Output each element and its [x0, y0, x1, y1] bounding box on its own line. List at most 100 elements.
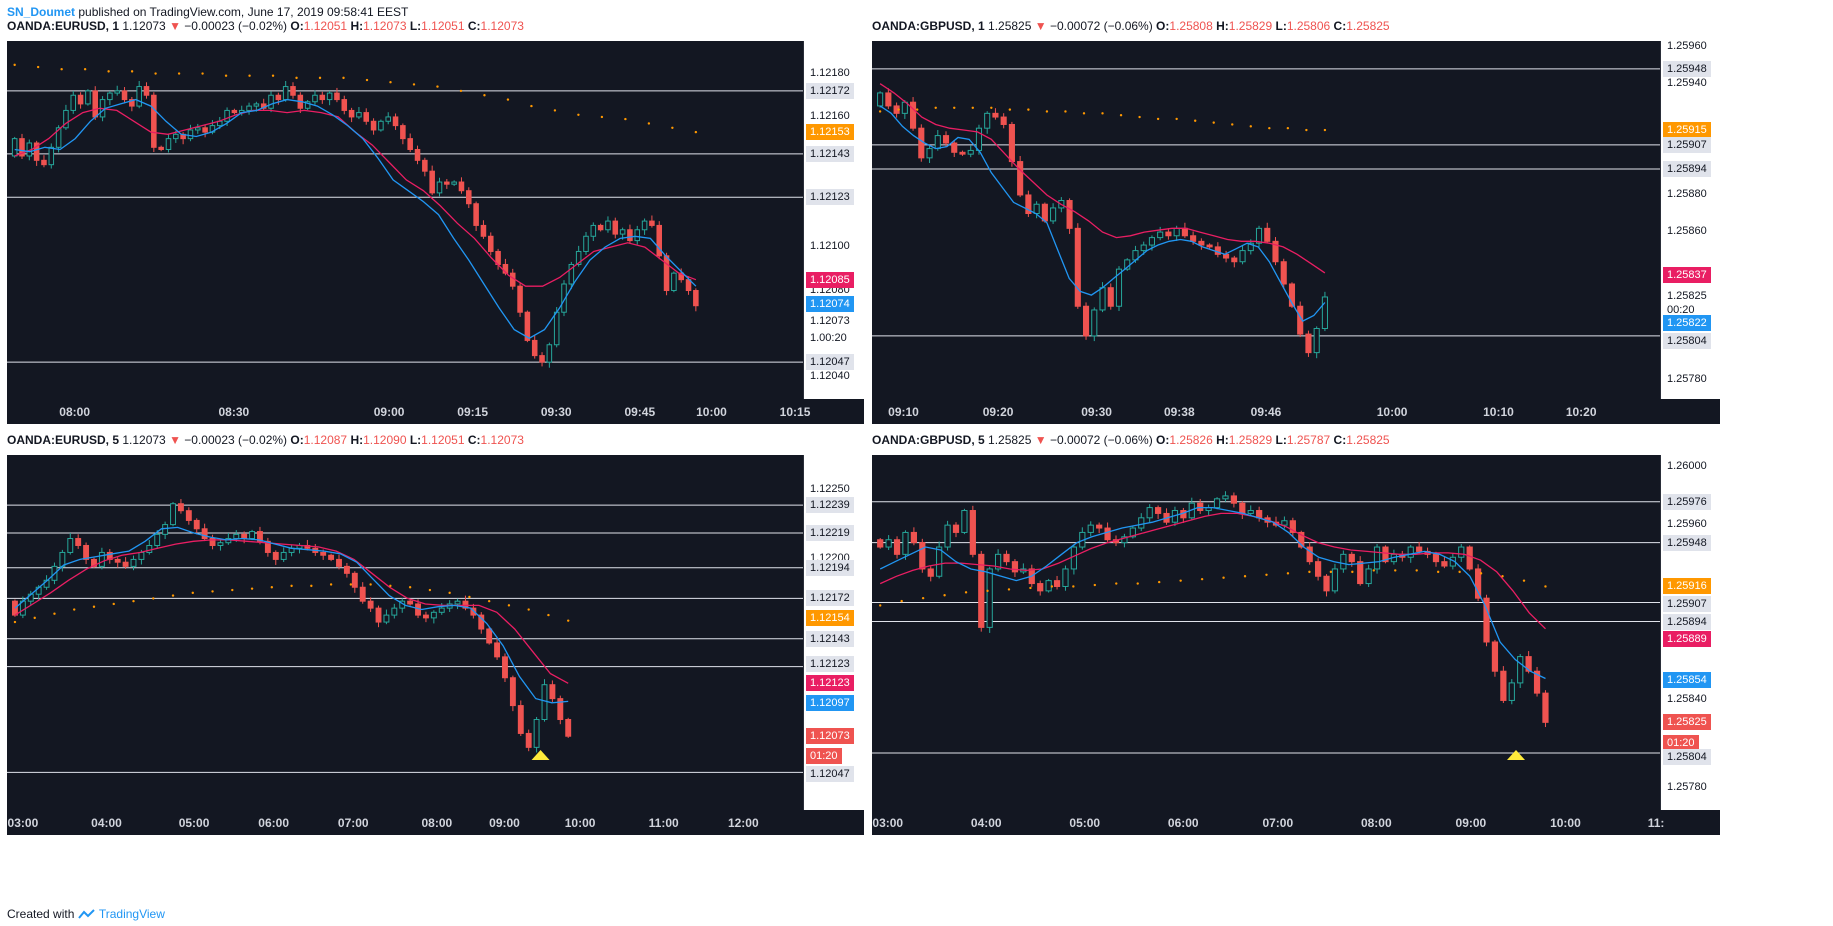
high-label: H: [1216, 433, 1229, 447]
time-tick-label: 07:00 [337, 816, 369, 830]
tradingview-brand-link[interactable]: TradingView [98, 907, 165, 921]
candle-body [1000, 116, 1007, 125]
candle-body [1066, 200, 1073, 229]
sma-dotted-line [953, 106, 956, 109]
chart-panel[interactable]: OANDA:EURUSD, 1 1.12073 ▼ −0.00023 (−0.0… [7, 19, 864, 424]
price-axis[interactable]: 1.12250 1.12200 1.12239 1.12219 1.12194 1.121… [803, 455, 864, 810]
candle-body [942, 135, 950, 144]
plot-area[interactable] [7, 455, 803, 810]
candle-body [509, 677, 516, 707]
author-link[interactable]: SN_Doumet [7, 5, 76, 19]
sma-dotted-line [389, 584, 392, 588]
footer: Created with TradingView [7, 907, 165, 921]
candles-svg [872, 68, 1660, 359]
sma-dotted-line [342, 76, 345, 80]
low-label: L: [1275, 19, 1287, 33]
plot-area[interactable] [872, 41, 1660, 399]
sma-dotted-line [507, 604, 511, 607]
candle-body [1306, 546, 1313, 563]
price-tag: 01:20 [1663, 734, 1699, 751]
price-tag: 1.12123 [806, 655, 854, 672]
alert-marker-icon[interactable] [531, 750, 550, 760]
sma-dotted-line [270, 586, 274, 589]
sma-dotted-line [1115, 582, 1118, 585]
symbol-legend: OANDA:EURUSD, 5 1.12073 ▼ −0.00023 (−0.0… [7, 433, 524, 447]
ema-fast-line [14, 98, 697, 339]
chart-panel[interactable]: OANDA:EURUSD, 5 1.12073 ▼ −0.00023 (−0.0… [7, 433, 864, 835]
chart-panel[interactable]: OANDA:GBPUSD, 5 1.25825 ▼ −0.00072 (−0.0… [872, 433, 1720, 835]
chart-panel[interactable]: OANDA:GBPUSD, 1 1.25825 ▼ −0.00072 (−0.0… [872, 19, 1720, 424]
price-tag: 1.12047 [806, 354, 854, 371]
down-arrow-icon: ▼ [1034, 19, 1047, 33]
price-tag: 1.25916 [1663, 578, 1711, 595]
time-axis[interactable]: 09:10 09:20 09:30 09:38 09:46 10:00 10:10 10:20 [872, 399, 1720, 424]
candle-body [114, 558, 121, 563]
sma-dotted-line [365, 78, 369, 82]
price-tag: 1.25804 [1663, 749, 1711, 766]
sma-dotted-line [990, 106, 993, 109]
candle-body [473, 203, 479, 226]
candle-body [224, 109, 230, 122]
ema-slow-line [879, 83, 1326, 274]
sma-dotted-line [468, 595, 471, 599]
price-tick-label: 1.12250 [810, 482, 850, 495]
price-tag: 1.25948 [1663, 60, 1711, 77]
price-axis[interactable]: 1.26000 1.25960 1.25840 1.25780 1.25976 1.259… [1660, 455, 1720, 810]
candle-body [12, 600, 18, 616]
time-tick-label: 09:38 [1163, 405, 1195, 419]
price-tag: 1.12074 [806, 295, 854, 312]
candle-body [502, 263, 509, 274]
candle-body [918, 127, 925, 159]
plot-area[interactable] [872, 455, 1660, 810]
low-value: 1.25787 [1286, 433, 1334, 447]
time-axis[interactable]: 03:00 04:00 05:00 06:00 07:00 08:00 09:00 10:00… [7, 810, 864, 835]
time-tick-label: 10:00 [1550, 816, 1581, 830]
candle-body [612, 220, 619, 235]
price-tag: 1.12172 [806, 590, 854, 607]
alert-marker-icon[interactable] [1506, 750, 1525, 760]
price-axis[interactable]: 1.25960 1.25940 1.25880 1.25860 1.25825 1.257… [1660, 40, 1720, 399]
price-tick-label: 1.25940 [1667, 76, 1707, 89]
time-tick-label: 04:00 [91, 816, 122, 830]
price-tag: 1.12239 [806, 497, 854, 514]
candle-body [233, 533, 240, 540]
candle-body [400, 125, 406, 140]
candle-body [1517, 656, 1524, 684]
sma-dotted-line [1249, 125, 1252, 128]
candle-body [583, 235, 589, 252]
candle-body [1107, 287, 1114, 307]
sma-dotted-line [1175, 117, 1178, 121]
price-tag: 1.12219 [806, 524, 854, 541]
candle-body [63, 109, 69, 129]
open-label: O: [290, 433, 304, 447]
high-value: 1.25829 [1228, 19, 1276, 33]
price-tag: 1.25889 [1663, 631, 1711, 648]
down-arrow-icon: ▼ [169, 19, 181, 33]
ema-fast-line [879, 105, 1326, 322]
sma-dotted-line [1286, 126, 1290, 130]
candle-body [1508, 682, 1515, 701]
sma-dotted-line [53, 612, 56, 615]
low-label: L: [1275, 433, 1287, 447]
candle-body [1458, 546, 1465, 558]
candle-body [165, 138, 172, 150]
open-label: O: [290, 19, 304, 33]
plot-area[interactable] [7, 41, 803, 399]
candle-body [634, 229, 641, 242]
time-axis[interactable]: 08:00 08:30 09:00 09:15 09:30 09:45 10:00 10:15 [7, 399, 864, 424]
sma-dotted-line [527, 608, 530, 611]
candle-body [1272, 240, 1279, 263]
candle-body [328, 554, 335, 560]
time-tick-label: 10:10 [1483, 405, 1514, 419]
time-axis[interactable]: 03:00 04:00 05:00 06:00 07:00 08:00 09:00 10:00… [872, 810, 1720, 835]
high-value: 1.25829 [1228, 433, 1276, 447]
candle-body [280, 551, 287, 560]
candle-body [1037, 583, 1044, 592]
candle-body [1247, 510, 1254, 514]
candle-body [926, 148, 933, 159]
symbol-name: OANDA:EURUSD, 5 [7, 433, 120, 447]
candle-body [348, 109, 355, 118]
candle-body [641, 220, 648, 231]
price-tag: 1.12143 [806, 630, 854, 647]
price-axis[interactable]: 1.12180 1.12160 1.12100 1.12080 1.12040 1.121… [803, 41, 864, 399]
